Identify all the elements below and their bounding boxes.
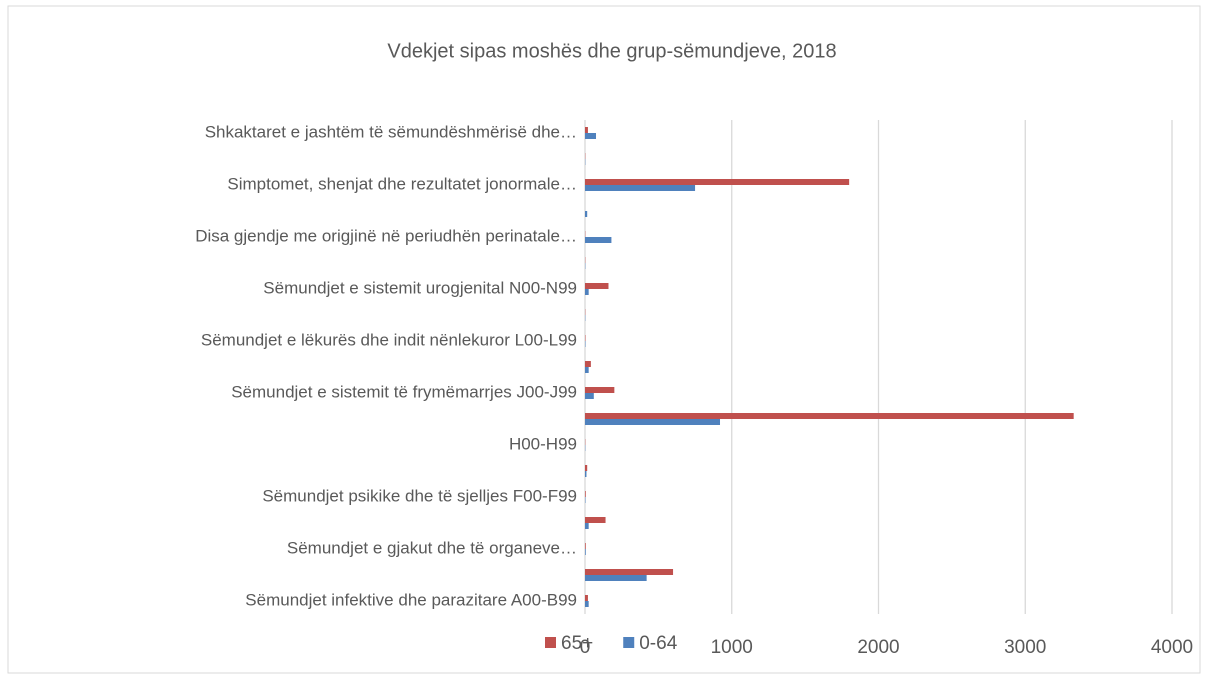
- legend-swatch: [623, 637, 634, 648]
- bar: [585, 361, 591, 367]
- bar: [585, 133, 596, 139]
- bar: [585, 465, 587, 471]
- bar: [585, 127, 588, 133]
- bar: [585, 575, 647, 581]
- bar: [585, 419, 720, 425]
- bar: [585, 549, 586, 555]
- bar: [585, 185, 695, 191]
- x-tick-label: 4000: [1151, 637, 1193, 658]
- bar: [585, 393, 594, 399]
- bar: [585, 237, 611, 243]
- x-tick-label: 2000: [857, 637, 899, 658]
- y-tick-label: H00-H99: [509, 434, 577, 453]
- legend-swatch: [545, 637, 556, 648]
- chart-title: Vdekjet sipas moshës dhe grup-sëmundjeve…: [387, 40, 836, 62]
- bar: [585, 367, 589, 373]
- bar: [585, 543, 586, 549]
- bar: [585, 179, 849, 185]
- bar: [585, 523, 589, 529]
- y-tick-label: Sëmundjet e lëkurës dhe indit nënlekuror…: [201, 330, 577, 349]
- bar: [585, 283, 608, 289]
- bar: [585, 387, 614, 393]
- y-tick-label: Sëmundjet psikike dhe të sjelljes F00-F9…: [262, 486, 577, 505]
- y-tick-label: Sëmundjet e sistemit të frymëmarrjes J00…: [231, 382, 577, 401]
- bar: [585, 595, 588, 601]
- y-tick-label: Sëmundjet e sistemit urogjenital N00-N99: [263, 278, 577, 297]
- bar: [585, 289, 589, 295]
- y-tick-label: Shkaktaret e jashtëm të sëmundëshmërisë …: [205, 122, 577, 141]
- x-tick-label: 1000: [711, 637, 753, 658]
- bar: [585, 491, 586, 497]
- y-tick-label: Sëmundjet e gjakut dhe të organeve…: [287, 538, 577, 557]
- bar: [585, 601, 589, 607]
- x-tick-label: 3000: [1004, 637, 1046, 658]
- legend-label: 65+: [561, 633, 593, 654]
- legend-label: 0-64: [639, 633, 677, 654]
- y-tick-label: Sëmundjet infektive dhe parazitare A00-B…: [245, 590, 577, 609]
- y-tick-label: Disa gjendje me origjinë në periudhën pe…: [195, 226, 577, 245]
- bar: [585, 569, 673, 575]
- bar: [585, 413, 1074, 419]
- bar: [585, 471, 586, 477]
- bar: [585, 211, 587, 217]
- y-tick-label: Simptomet, shenjat dhe rezultatet jonorm…: [227, 174, 577, 193]
- bar: [585, 517, 606, 523]
